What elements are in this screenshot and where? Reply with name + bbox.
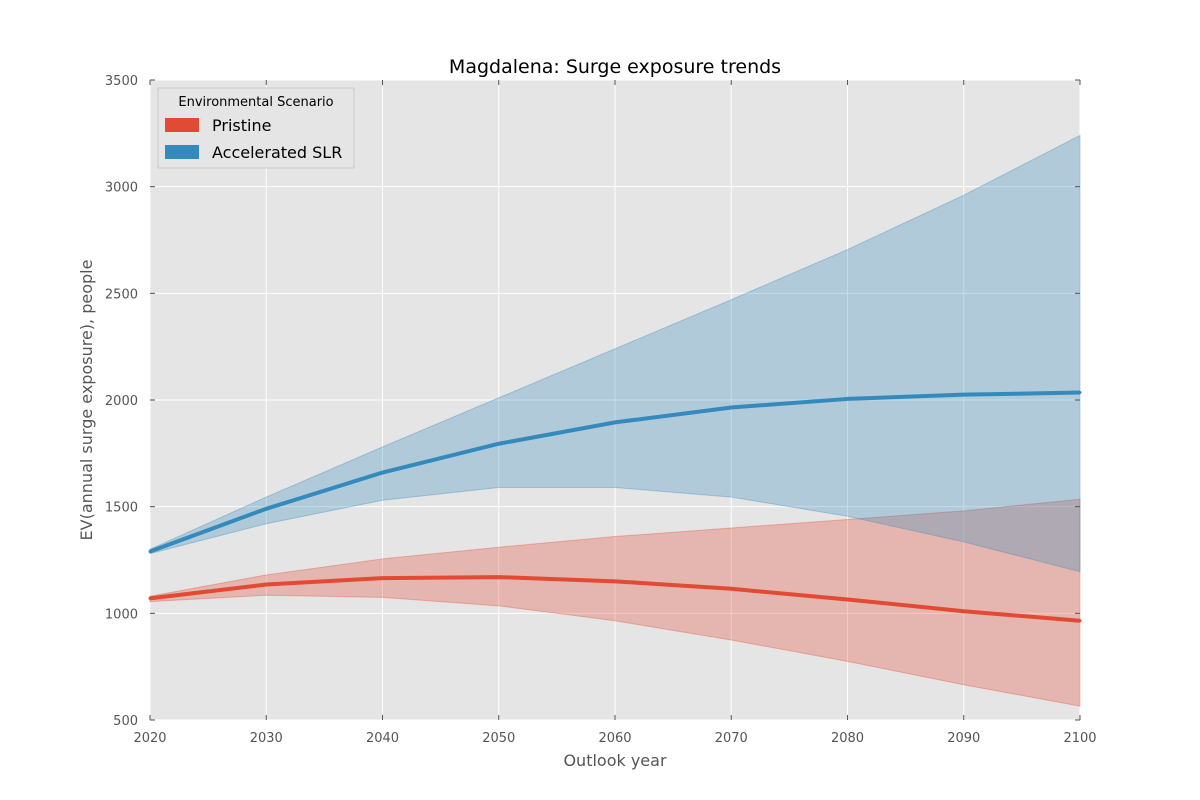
data-point — [264, 507, 268, 511]
x-tick-label: 2030 — [250, 731, 283, 746]
legend-label-1: Accelerated SLR — [212, 143, 342, 162]
y-tick-label: 2000 — [105, 394, 138, 409]
x-axis-label: Outlook year — [563, 751, 667, 770]
data-point — [381, 576, 384, 580]
y-tick-label: 1000 — [105, 607, 138, 622]
data-point — [264, 583, 268, 587]
x-tick-label: 2100 — [1063, 731, 1096, 746]
band-0 — [149, 498, 1081, 707]
y-tick-label: 3500 — [105, 74, 138, 89]
data-point — [962, 393, 966, 397]
data-point — [148, 549, 152, 553]
x-tick-label: 2060 — [598, 731, 631, 746]
y-axis-label: EV(annual surge exposure), people — [77, 260, 96, 541]
data-point — [613, 579, 617, 583]
tick-labels: 2020 2030 2040 2050 2060 2070 2080 2090 2100 500 1… — [105, 74, 1097, 746]
x-tick-label: 2040 — [366, 731, 399, 746]
data-point — [381, 471, 384, 475]
legend-title: Environmental Scenario — [178, 95, 333, 110]
x-tick-label: 2070 — [715, 731, 748, 746]
legend-swatch-1 — [165, 145, 199, 159]
y-tick-label: 500 — [113, 714, 138, 729]
data-point — [1078, 619, 1082, 623]
data-point — [1078, 391, 1082, 395]
legend: Environmental Scenario Pristine Accelerat… — [157, 87, 355, 169]
axis-ticks — [149, 79, 1081, 721]
legend-swatch-0 — [165, 118, 199, 132]
data-point — [497, 575, 501, 579]
data-point — [729, 587, 733, 591]
data-point — [846, 597, 849, 601]
data-point — [729, 405, 733, 409]
data-point — [148, 596, 152, 600]
y-tick-label: 3000 — [105, 181, 138, 196]
y-tick-label: 2500 — [105, 287, 138, 302]
x-tick-label: 2080 — [831, 731, 864, 746]
data-point — [613, 420, 617, 424]
legend-items: Pristine Accelerated SLR — [165, 116, 342, 162]
chart-title: Magdalena: Surge exposure trends — [449, 56, 781, 78]
x-tick-label: 2050 — [482, 731, 515, 746]
legend-label-0: Pristine — [212, 116, 271, 135]
data-point — [962, 609, 966, 613]
x-tick-label: 2090 — [947, 731, 980, 746]
y-tick-label: 1500 — [105, 501, 138, 516]
band-1 — [149, 134, 1081, 573]
x-tick-label: 2020 — [133, 731, 166, 746]
data-point — [846, 397, 849, 401]
uncertainty-bands — [149, 134, 1081, 707]
series-lines — [148, 390, 1082, 623]
data-point — [497, 442, 501, 446]
